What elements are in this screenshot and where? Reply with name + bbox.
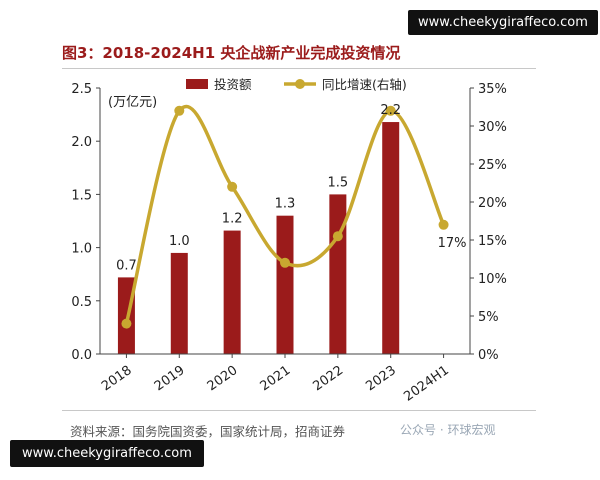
- x-axis-ticks: 2018 2019 2020 2021 2022 2023 2024H1: [99, 353, 470, 405]
- bar-series: [117, 122, 400, 354]
- bar-data-label: 1.3: [275, 197, 296, 212]
- legend-label-bar: 投资额: [214, 77, 252, 92]
- left-axis: 0.0 0.5 1.0 1.5 2.0 2.5 (万亿元): [71, 82, 157, 363]
- data-labels: 0.7 1.0 1.2 1.3 1.5 2.2 17%: [116, 103, 466, 273]
- overlay-caption: 公众号 · 环球宏观: [400, 423, 496, 437]
- x-tick-label: 2024H1: [401, 363, 451, 405]
- right-tick-label: 20%: [478, 196, 507, 211]
- left-tick-label: 0.5: [71, 295, 92, 310]
- legend-swatch-bar: [186, 79, 208, 89]
- chart-title: 图3：2018-2024H1 央企战新产业完成投资情况: [62, 44, 401, 62]
- line-data-label: 17%: [438, 236, 467, 251]
- x-tick-label: 2022: [310, 363, 346, 394]
- legend: 投资额 同比增速(右轴): [186, 77, 407, 92]
- left-tick-label: 2.0: [71, 135, 92, 150]
- bar-data-label: 0.7: [116, 258, 137, 273]
- legend-label-line: 同比增速(右轴): [322, 77, 407, 92]
- right-axis: 0% 5% 10% 15% 20% 25% 30% 35%: [469, 82, 507, 363]
- watermark-bottom: www.cheekygiraffeco.com: [10, 440, 204, 467]
- bar-data-label: 1.2: [222, 212, 243, 227]
- right-tick-label: 35%: [478, 82, 507, 97]
- line-point: [438, 219, 449, 230]
- left-tick-label: 1.0: [71, 242, 92, 257]
- line-point: [227, 181, 238, 192]
- legend-marker-line: [295, 79, 305, 89]
- line-point: [332, 231, 343, 242]
- watermark-top: www.cheekygiraffeco.com: [408, 10, 598, 35]
- left-tick-label: 0.0: [71, 348, 92, 363]
- bar: [223, 230, 241, 354]
- right-tick-label: 10%: [478, 272, 507, 287]
- x-tick-label: 2021: [258, 363, 294, 394]
- line-series: [121, 105, 449, 329]
- bar: [276, 215, 294, 354]
- x-tick-label: 2018: [99, 363, 135, 394]
- left-tick-label: 2.5: [71, 82, 92, 97]
- right-tick-label: 15%: [478, 234, 507, 249]
- title-divider: [62, 68, 536, 69]
- right-tick-label: 0%: [478, 348, 499, 363]
- x-tick-label: 2023: [363, 363, 399, 394]
- line-point: [121, 318, 132, 329]
- x-tick-label: 2019: [152, 363, 188, 394]
- bar-data-label: 2.2: [380, 103, 401, 118]
- x-tick-label: 2020: [205, 363, 241, 394]
- source-note: 资料来源：国务院国资委，国家统计局，招商证券: [70, 424, 346, 439]
- bar: [329, 194, 347, 354]
- line-point: [280, 257, 290, 268]
- bar: [170, 252, 188, 354]
- line-point: [174, 105, 185, 116]
- right-tick-label: 5%: [478, 310, 499, 325]
- footer-divider: [62, 410, 536, 411]
- left-tick-label: 1.5: [71, 188, 92, 203]
- line-point: [385, 105, 396, 116]
- right-tick-label: 30%: [478, 120, 507, 135]
- bar: [382, 122, 400, 354]
- right-tick-label: 25%: [478, 158, 507, 173]
- bar-data-label: 1.0: [169, 234, 190, 249]
- left-axis-unit: (万亿元): [108, 95, 157, 110]
- bar-data-label: 1.5: [328, 175, 349, 190]
